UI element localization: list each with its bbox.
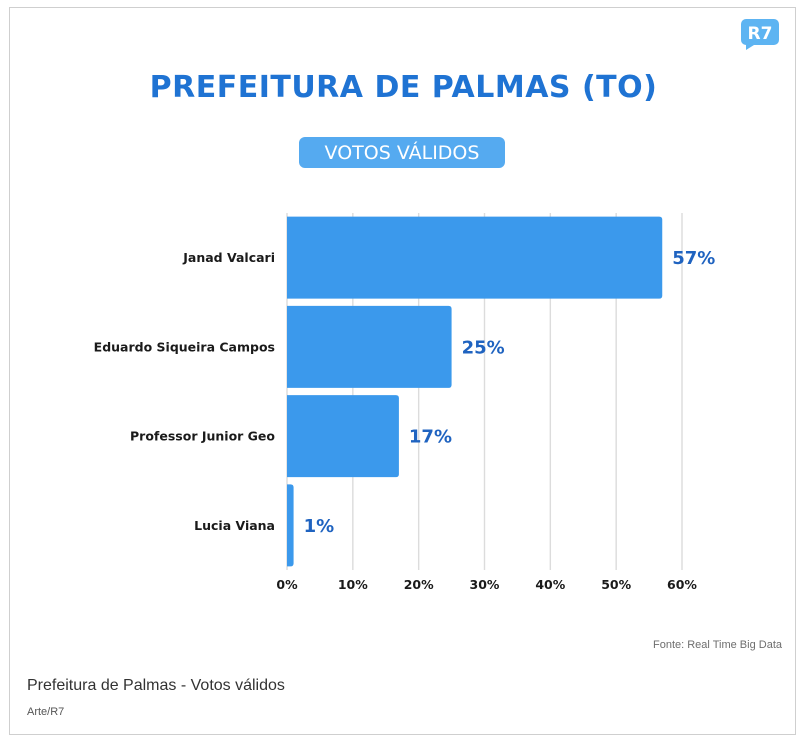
figure-credit: Arte/R7	[27, 706, 65, 718]
bars	[287, 216, 663, 567]
r7-logo-icon: R7	[741, 19, 779, 50]
category-label: Lucia Viana	[194, 518, 275, 533]
x-tick-label: 0%	[276, 577, 298, 592]
bar	[287, 484, 294, 567]
x-tick-label: 30%	[470, 577, 500, 592]
value-label: 57%	[672, 248, 715, 269]
bar	[287, 216, 663, 299]
source-note: Fonte: Real Time Big Data	[652, 639, 782, 651]
category-label: Professor Junior Geo	[130, 429, 275, 444]
category-label: Eduardo Siqueira Campos	[94, 339, 275, 354]
bar	[287, 395, 399, 478]
x-tick-label: 10%	[338, 577, 368, 592]
value-label: 25%	[462, 337, 505, 358]
value-label: 1%	[304, 516, 335, 537]
bar	[287, 305, 452, 388]
x-tick-label: 40%	[535, 577, 565, 592]
x-tick-label: 60%	[667, 577, 697, 592]
subtitle-badge: VOTOS VÁLIDOS	[299, 137, 505, 168]
value-label: 17%	[409, 427, 452, 448]
page-title: PREFEITURA DE PALMAS (TO)	[149, 70, 658, 105]
r7-logo-text: R7	[748, 24, 773, 44]
x-tick-label: 50%	[601, 577, 631, 592]
figure-caption: Prefeitura de Palmas - Votos válidos	[27, 677, 285, 694]
x-tick-label: 20%	[404, 577, 434, 592]
bar-labels: Janad Valcari 57% Eduardo Siqueira Campos 2…	[94, 248, 716, 537]
x-axis-ticks: 0% 10% 20% 30% 40% 50% 60%	[276, 577, 697, 592]
category-label: Janad Valcari	[182, 250, 275, 265]
